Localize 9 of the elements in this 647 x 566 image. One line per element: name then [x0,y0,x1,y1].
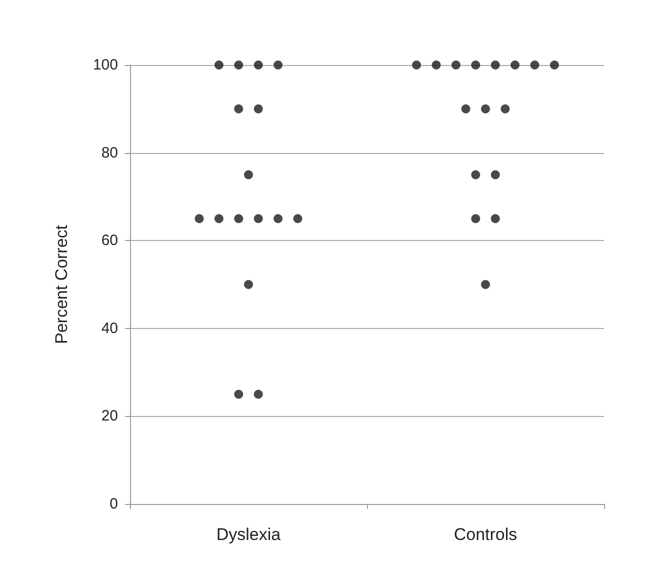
y-tick-label: 80 [101,144,118,162]
x-tick-label: Controls [454,525,518,544]
y-tick-label: 0 [110,496,118,512]
y-tick-label: 40 [101,320,118,337]
y-tick-label: 20 [101,408,118,425]
y-axis-title: Percent Correct [52,224,71,344]
y-tick-label: 100 [92,56,118,74]
x-tick-label: Dyslexia [216,525,282,544]
y-tick-label: 60 [101,232,118,250]
